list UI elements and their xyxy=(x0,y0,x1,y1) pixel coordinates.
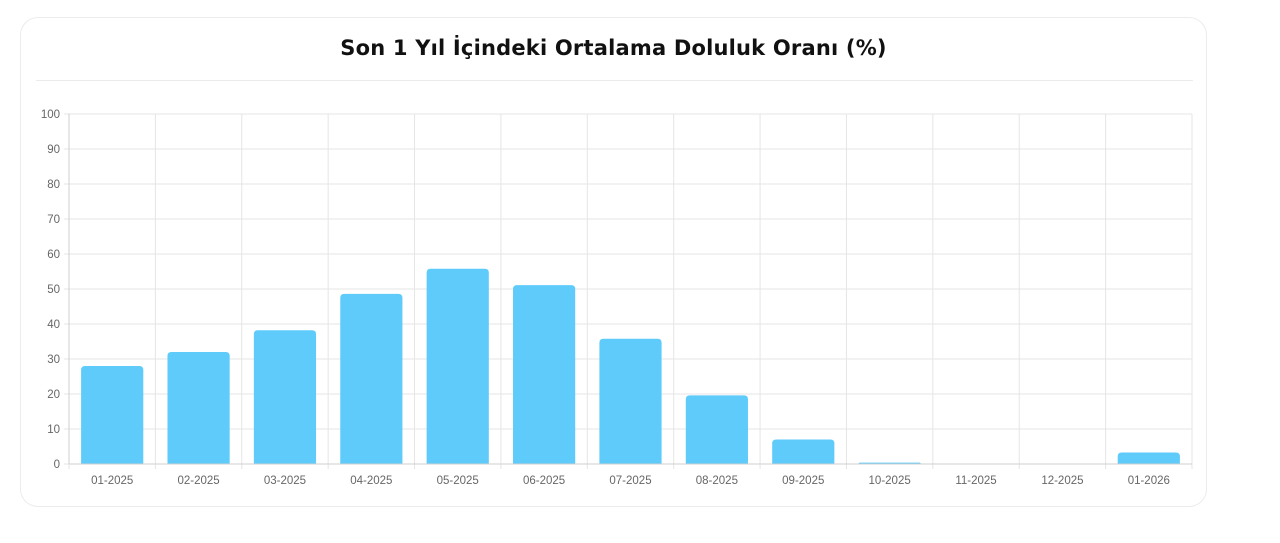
y-tick-label: 0 xyxy=(54,459,60,471)
x-tick-label: 04-2025 xyxy=(350,475,392,487)
bar-06-2025 xyxy=(513,285,576,464)
bar-01-2026 xyxy=(1117,452,1180,464)
bar-03-2025 xyxy=(253,330,317,464)
x-tick-label: 01-2025 xyxy=(91,475,133,487)
x-tick-label: 09-2025 xyxy=(782,475,824,487)
x-tick-label: 05-2025 xyxy=(437,475,479,487)
y-tick-label: 10 xyxy=(47,424,60,436)
y-tick-label: 90 xyxy=(47,144,60,156)
x-tick-label: 02-2025 xyxy=(177,475,219,487)
bars xyxy=(81,268,1180,464)
y-tick-label: 30 xyxy=(47,354,60,366)
y-tick-label: 50 xyxy=(47,284,60,296)
bar-02-2025 xyxy=(167,352,230,464)
y-tick-label: 100 xyxy=(41,109,60,121)
bar-07-2025 xyxy=(599,338,662,464)
x-tick-label: 06-2025 xyxy=(523,475,565,487)
y-tick-label: 80 xyxy=(47,179,60,191)
bar-09-2025 xyxy=(772,439,835,464)
x-tick-label: 07-2025 xyxy=(609,475,651,487)
chart-title: Son 1 Yıl İçindeki Ortalama Doluluk Oran… xyxy=(340,36,887,60)
x-tick-label: 12-2025 xyxy=(1041,475,1083,487)
tick-labels: 0 10 20 30 40 50 60 70 80 90 100 01-2025 02-2025 03-2… xyxy=(41,109,1170,487)
y-tick-label: 20 xyxy=(47,389,60,401)
x-tick-label: 01-2026 xyxy=(1128,475,1170,487)
x-tick-label: 03-2025 xyxy=(264,475,306,487)
x-tick-label: 10-2025 xyxy=(869,475,911,487)
y-tick-label: 40 xyxy=(47,319,60,331)
x-tick-label: 08-2025 xyxy=(696,475,738,487)
bar-01-2025 xyxy=(81,366,144,464)
title-divider xyxy=(36,80,1193,81)
bar-04-2025 xyxy=(340,293,403,464)
axes xyxy=(68,114,1192,465)
y-tick-label: 60 xyxy=(47,249,60,261)
y-tick-label: 70 xyxy=(47,214,60,226)
bar-08-2025 xyxy=(685,395,748,464)
x-tick-label: 11-2025 xyxy=(955,475,996,487)
bar-05-2025 xyxy=(426,268,489,464)
